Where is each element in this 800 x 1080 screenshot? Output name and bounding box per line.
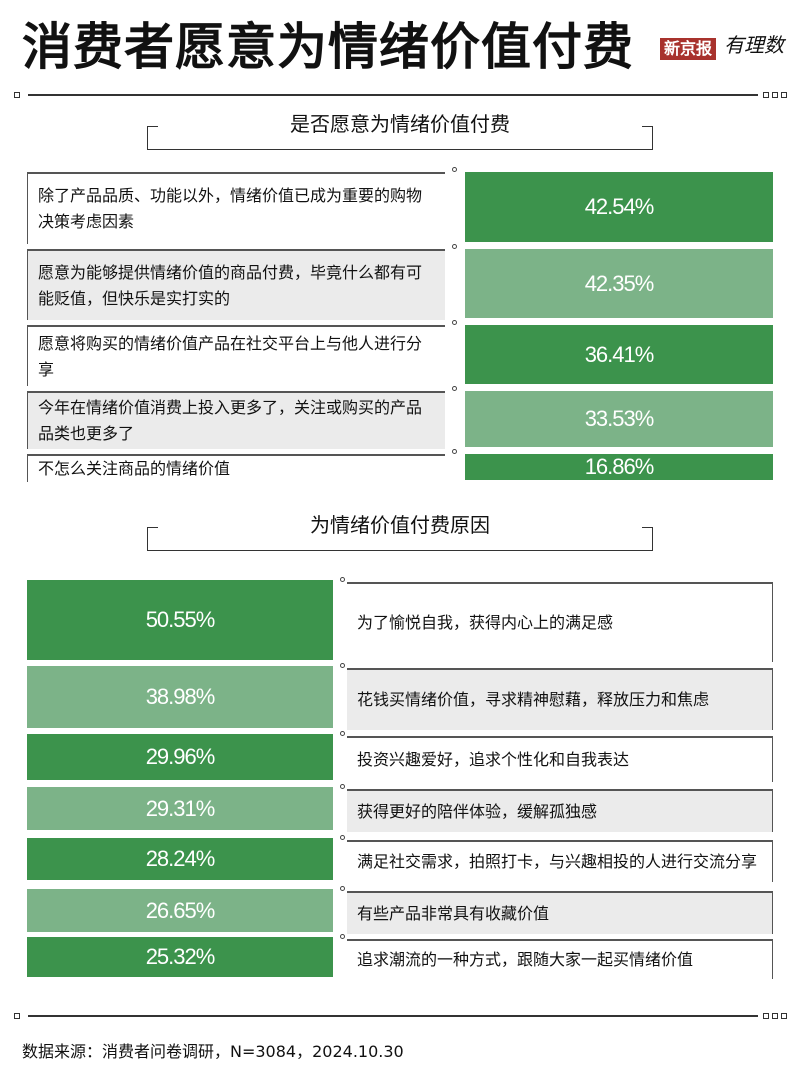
row-dot-marker [452,167,457,172]
divider-square [14,92,20,98]
divider-square [781,92,787,98]
divider-square [763,92,769,98]
bar: 33.53% [465,391,773,447]
row-dot-marker [340,835,345,840]
category-label: 为了愉悦自我，获得内心上的满足感 [347,582,773,662]
divider-square [14,1013,20,1019]
divider-bottom [28,1015,758,1017]
category-label: 有些产品非常具有收藏价值 [347,891,773,934]
bar: 42.35% [465,249,773,318]
row-dot-marker [452,449,457,454]
bar: 25.32% [27,937,333,977]
section-title-2-text: 为情绪价值付费原因 [304,513,496,537]
divider-square [772,1013,778,1019]
brand-logo: 新京报 [660,38,717,60]
row-dot-marker [452,320,457,325]
section-title-1-text: 是否愿意为情绪价值付费 [284,112,516,136]
category-label: 满足社交需求，拍照打卡，与兴趣相投的人进行交流分享 [347,840,773,882]
bar: 38.98% [27,666,333,728]
row-dot-marker [340,784,345,789]
category-label: 愿意为能够提供情绪价值的商品付费，毕竟什么都有可能贬值，但快乐是实打实的 [27,249,445,320]
page-title: 消费者愿意为情绪价值付费 [22,18,634,76]
sub-logo: 有理数 [724,33,784,57]
category-label: 除了产品品质、功能以外，情绪价值已成为重要的购物决策考虑因素 [27,172,445,244]
row-dot-marker [340,934,345,939]
row-dot-marker [452,386,457,391]
bar: 29.31% [27,787,333,830]
bar: 42.54% [465,172,773,242]
bar: 28.24% [27,838,333,880]
data-source: 数据来源：消费者问卷调研，N=3084，2024.10.30 [22,1042,404,1061]
category-label: 花钱买情绪价值，寻求精神慰藉，释放压力和焦虑 [347,668,773,730]
row-dot-marker [340,577,345,582]
category-label: 追求潮流的一种方式，跟随大家一起买情绪价值 [347,939,773,979]
divider-top [28,94,758,96]
row-dot-marker [340,886,345,891]
category-label: 今年在情绪价值消费上投入更多了，关注或购买的产品品类也更多了 [27,391,445,449]
section-title-2: 为情绪价值付费原因 [147,513,653,551]
bar: 50.55% [27,580,333,660]
row-dot-marker [452,244,457,249]
category-label: 愿意将购买的情绪价值产品在社交平台上与他人进行分享 [27,325,445,386]
category-label: 投资兴趣爱好，追求个性化和自我表达 [347,736,773,782]
row-dot-marker [340,663,345,668]
divider-square [763,1013,769,1019]
divider-square [781,1013,787,1019]
category-label: 获得更好的陪伴体验，缓解孤独感 [347,789,773,832]
bar: 36.41% [465,325,773,384]
bar: 26.65% [27,889,333,932]
row-dot-marker [340,731,345,736]
category-label: 不怎么关注商品的情绪价值 [27,454,445,482]
divider-square [772,92,778,98]
bar: 29.96% [27,734,333,780]
bar: 16.86% [465,454,773,480]
section-title-1: 是否愿意为情绪价值付费 [147,112,653,150]
